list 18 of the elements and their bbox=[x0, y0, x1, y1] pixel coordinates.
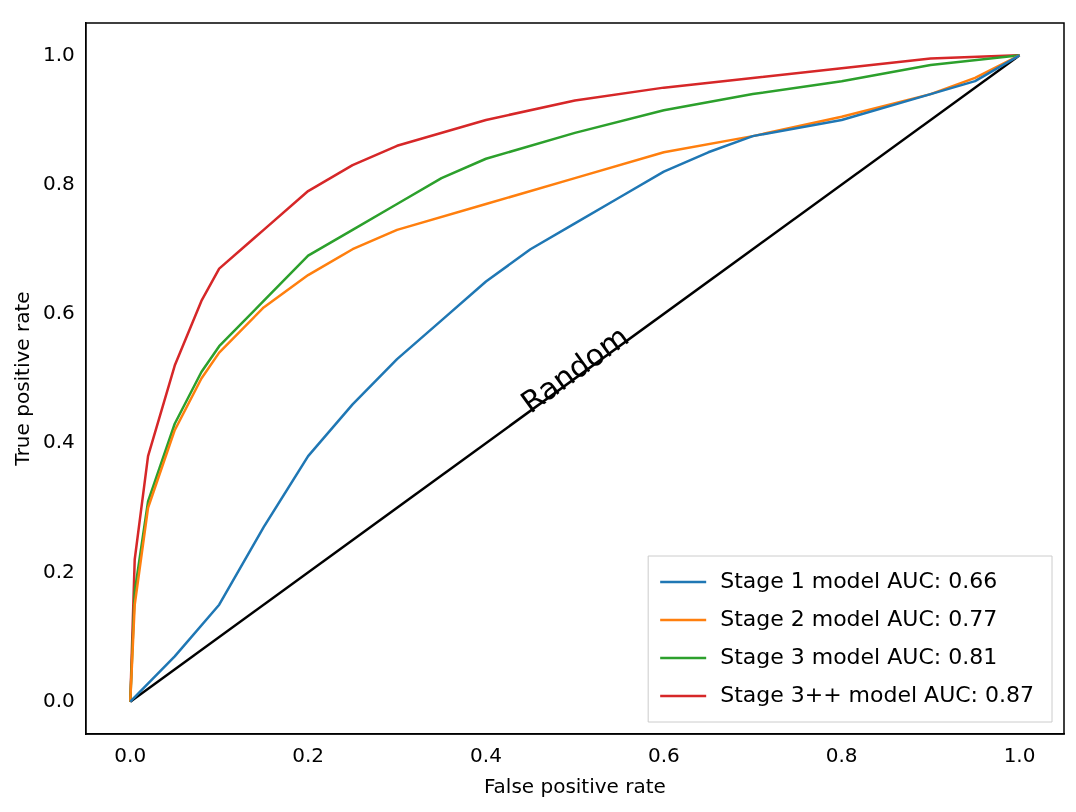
legend-label: Stage 3 model AUC: 0.81 bbox=[720, 643, 998, 669]
legend-label: Stage 3++ model AUC: 0.87 bbox=[720, 681, 1035, 707]
legend-label: Stage 1 model AUC: 0.66 bbox=[720, 567, 998, 593]
x-tick-label: 0.0 bbox=[114, 743, 147, 768]
y-tick-label: 0.8 bbox=[42, 170, 75, 195]
x-tick-label: 0.2 bbox=[292, 743, 325, 768]
y-axis-title: True positive rate bbox=[10, 291, 35, 467]
y-tick-label: 0.6 bbox=[42, 300, 75, 325]
y-tick-label: 0.0 bbox=[42, 687, 75, 712]
y-tick-label: 0.4 bbox=[42, 429, 75, 454]
y-tick-label: 1.0 bbox=[42, 41, 75, 66]
legend-label: Stage 2 model AUC: 0.77 bbox=[720, 605, 998, 631]
x-tick-label: 0.6 bbox=[647, 743, 680, 768]
x-axis-title: False positive rate bbox=[483, 774, 666, 799]
x-tick-label: 0.4 bbox=[470, 743, 502, 768]
x-tick-label: 1.0 bbox=[1003, 743, 1036, 768]
x-tick-label: 0.8 bbox=[825, 743, 858, 768]
y-tick-label: 0.2 bbox=[42, 558, 75, 583]
